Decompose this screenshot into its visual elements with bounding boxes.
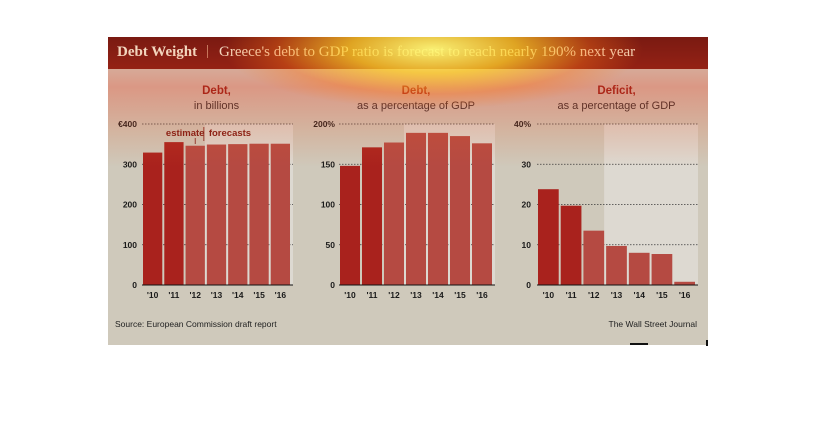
y-tick-label: 150	[321, 159, 335, 169]
x-tick-label: '12	[189, 290, 201, 300]
bar-y12	[583, 230, 605, 285]
bar-y14	[428, 132, 448, 285]
x-tick-label: '13	[611, 290, 623, 300]
bar-y15	[249, 143, 269, 285]
bar-y10	[340, 165, 360, 285]
y-tick-label: 10	[522, 240, 532, 250]
bar-y13	[606, 245, 627, 285]
y-tick-label: 200%	[313, 119, 335, 129]
bar-y13	[406, 132, 426, 285]
x-tick-label: '14	[432, 290, 444, 300]
bar-y13	[206, 144, 227, 285]
chart-title: Debt,	[402, 85, 431, 97]
bar-y14	[228, 144, 248, 285]
chart-panel-3: Deficit, as a percentage of GDP 0 10 20 30 40%…	[514, 85, 698, 300]
bar-y16	[270, 143, 290, 285]
bar-y10	[143, 152, 163, 285]
x-tick-label: '15	[253, 290, 265, 300]
estimate-label: estimate	[166, 128, 205, 139]
y-tick-label: 40%	[514, 119, 531, 129]
y-tick-label: 300	[123, 159, 137, 169]
y-tick-label: 30	[522, 159, 532, 169]
x-tick-label: '10	[344, 290, 356, 300]
bar-y11	[362, 147, 382, 285]
x-tick-label: '15	[454, 290, 466, 300]
y-tick-label: €400	[118, 119, 137, 129]
y-tick-label: 200	[123, 200, 137, 210]
x-tick-label: '10	[543, 290, 555, 300]
x-tick-label: '16	[476, 290, 488, 300]
chart-subtitle: as a percentage of GDP	[357, 100, 475, 112]
x-tick-label: '14	[232, 290, 244, 300]
bar-y12	[384, 142, 404, 285]
y-tick-label: 0	[330, 280, 335, 290]
x-tick-label: '11	[366, 290, 377, 300]
x-tick-label: '14	[633, 290, 645, 300]
y-tick-label: 20	[522, 200, 532, 210]
chart-panel-2: Debt, as a percentage of GDP 0 50 100 150 200%…	[313, 85, 495, 300]
x-tick-label: '12	[388, 290, 400, 300]
bar-y11	[560, 205, 582, 285]
x-tick-label: '15	[656, 290, 668, 300]
x-tick-label: '10	[147, 290, 159, 300]
forecasts-label: forecasts	[209, 128, 251, 139]
chart-subtitle: in billions	[194, 100, 240, 112]
credit-note: The Wall Street Journal	[608, 319, 698, 329]
edge-mark	[630, 343, 648, 345]
infographic-card: Debt Weight | Greece's debt to GDP ratio…	[108, 37, 708, 345]
chart-title: Debt,	[202, 85, 231, 97]
y-tick-label: 100	[321, 200, 335, 210]
chart-title: Deficit,	[597, 85, 635, 97]
y-tick-label: 0	[526, 280, 531, 290]
y-tick-label: 50	[326, 240, 336, 250]
x-tick-label: '12	[588, 290, 600, 300]
bar-y16	[472, 143, 492, 285]
x-tick-label: '16	[275, 290, 287, 300]
bar-y11	[164, 142, 184, 285]
x-tick-label: '13	[410, 290, 422, 300]
source-note: Source: European Commission draft report	[115, 319, 277, 329]
x-tick-label: '16	[679, 290, 691, 300]
chart-subtitle: as a percentage of GDP	[557, 100, 675, 112]
y-tick-label: 100	[123, 240, 137, 250]
x-tick-label: '11	[168, 290, 179, 300]
edge-mark-2	[706, 340, 708, 346]
bar-y10	[538, 189, 559, 285]
bar-y12	[185, 145, 205, 285]
x-tick-label: '11	[566, 290, 577, 300]
bar-y15	[450, 136, 470, 285]
y-tick-label: 0	[132, 280, 137, 290]
chart-panel-1: Debt, in billions 0 100 200 300 €400 '10 '11 '12 '…	[118, 85, 293, 300]
x-tick-label: '13	[211, 290, 223, 300]
bar-y15	[651, 254, 673, 285]
bar-y14	[628, 252, 650, 285]
